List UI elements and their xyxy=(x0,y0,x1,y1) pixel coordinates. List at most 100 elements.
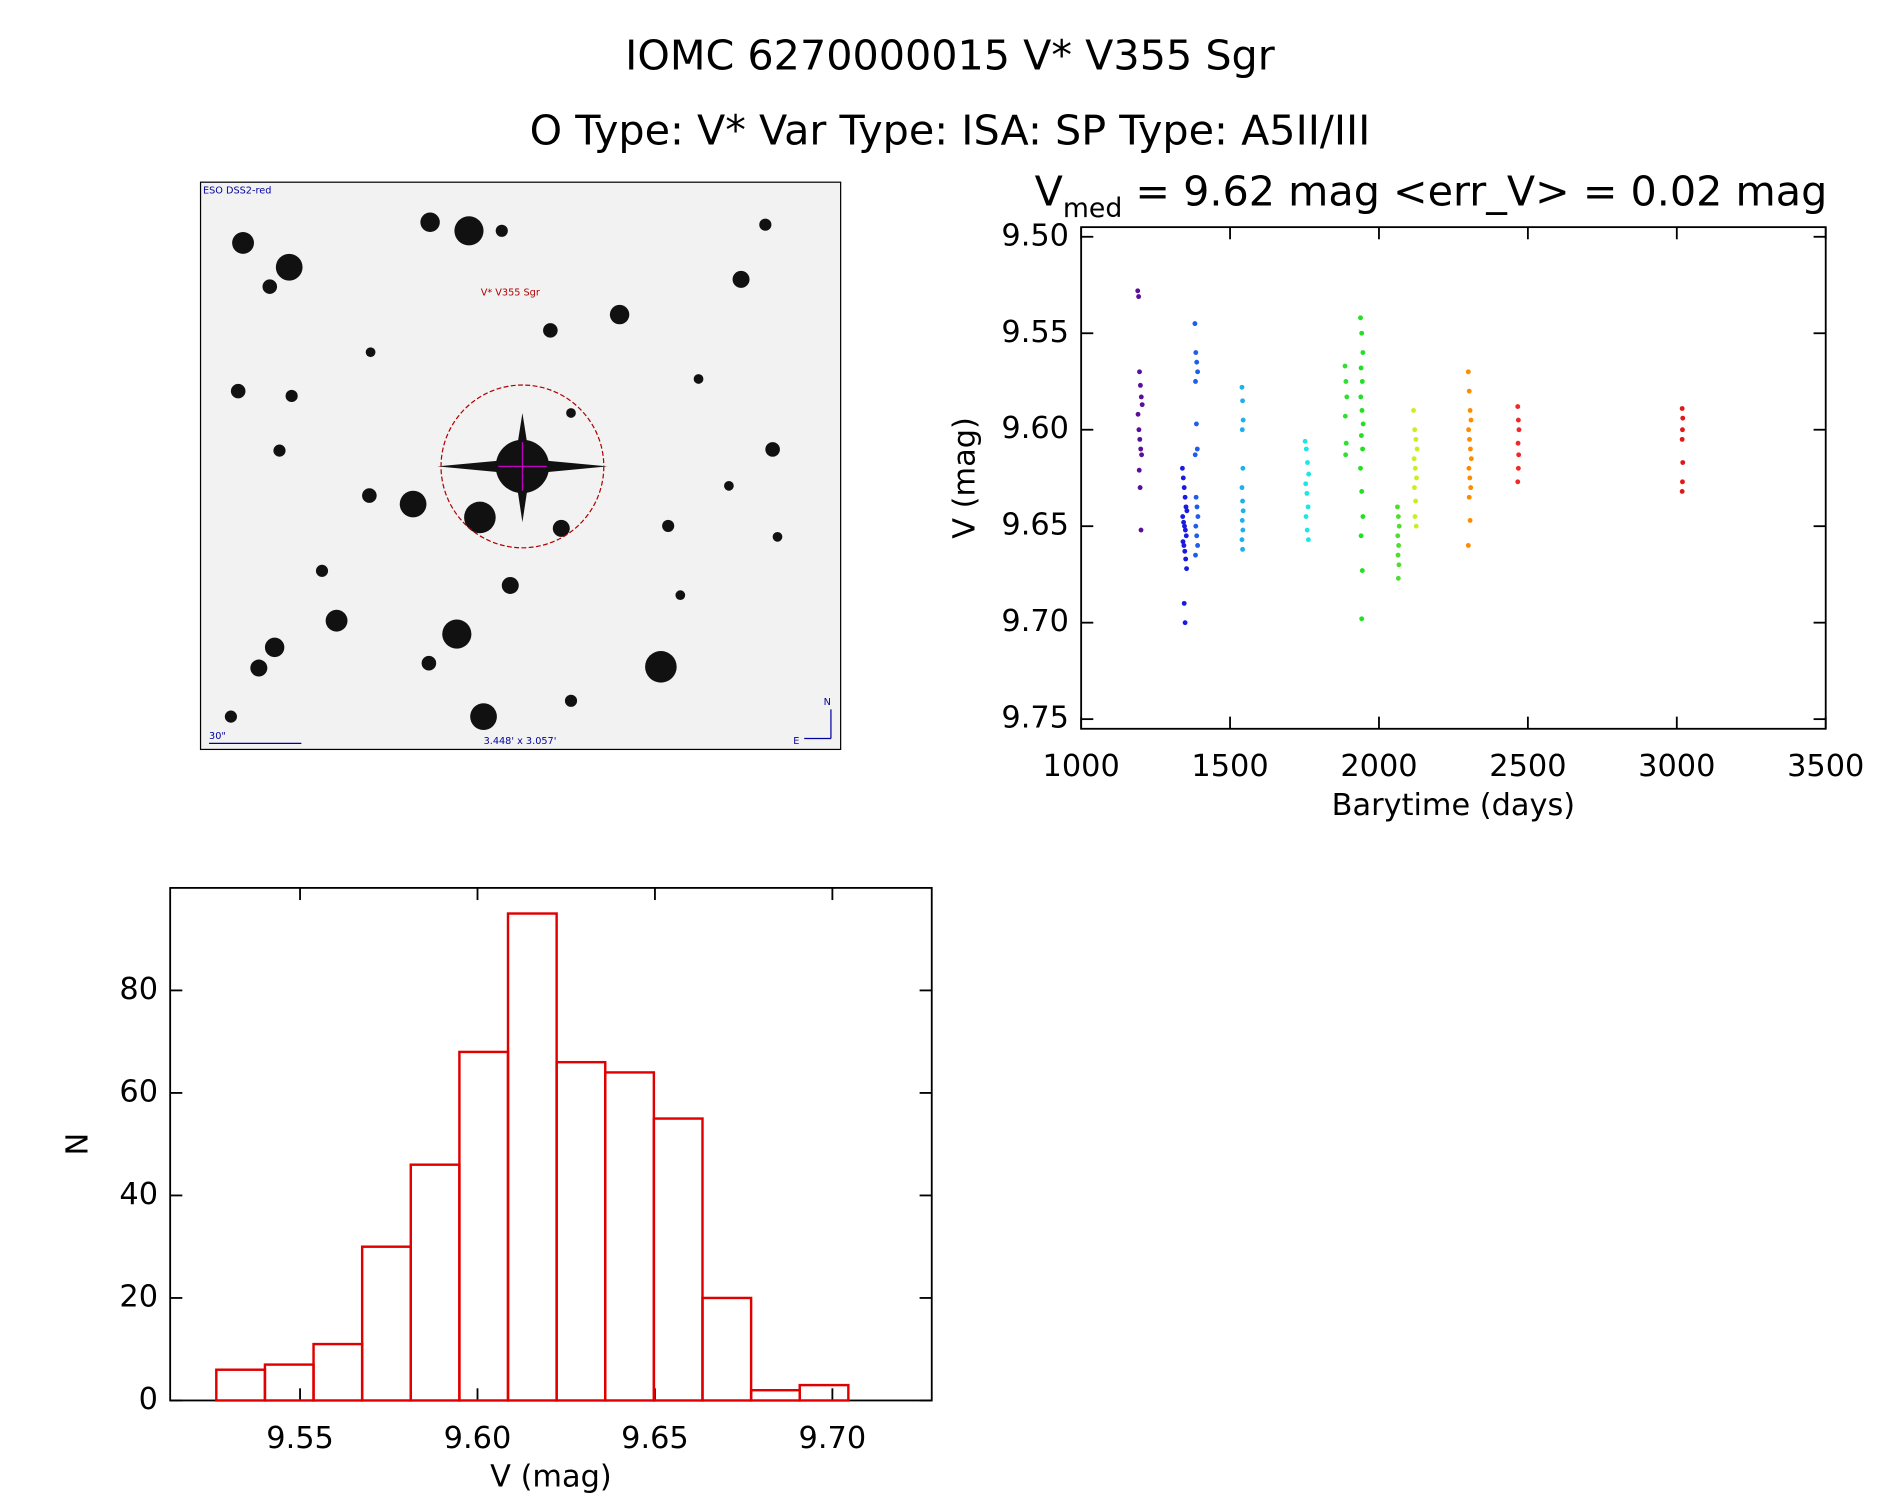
data-point xyxy=(1193,350,1199,355)
north-label: N xyxy=(824,697,831,708)
data-point xyxy=(1679,436,1685,442)
data-point xyxy=(1679,406,1685,411)
data-point xyxy=(1240,417,1246,423)
data-point xyxy=(1342,363,1348,369)
data-point xyxy=(1466,388,1472,394)
data-point xyxy=(1305,537,1311,543)
data-point xyxy=(1303,481,1309,487)
data-point xyxy=(1137,485,1143,491)
x-tick-label: 3500 xyxy=(1787,749,1864,784)
data-point xyxy=(1303,514,1309,519)
data-point xyxy=(1358,394,1364,400)
data-point xyxy=(1183,556,1189,562)
data-point xyxy=(1193,421,1199,427)
data-point xyxy=(1181,600,1187,606)
data-point xyxy=(1139,452,1145,458)
data-point xyxy=(1182,620,1188,626)
data-point xyxy=(1135,411,1141,417)
data-point xyxy=(1193,552,1198,558)
x-tick-label: 9.65 xyxy=(621,1421,689,1456)
histogram-bar xyxy=(506,912,558,1402)
data-point xyxy=(1182,527,1188,533)
data-point xyxy=(1412,465,1418,471)
data-point xyxy=(1343,440,1349,446)
data-point xyxy=(1358,465,1363,471)
data-point xyxy=(1304,527,1310,533)
data-point xyxy=(1680,479,1685,485)
data-point xyxy=(1467,446,1473,452)
data-point xyxy=(1467,475,1473,481)
data-point xyxy=(1136,467,1142,473)
data-point xyxy=(1467,408,1473,413)
histogram-bar xyxy=(458,1050,510,1402)
data-point xyxy=(1413,498,1419,504)
data-point xyxy=(1412,514,1418,519)
data-point xyxy=(1138,446,1144,452)
scale-label: 30" xyxy=(209,731,226,742)
data-point xyxy=(1180,514,1186,519)
histogram-bar xyxy=(360,1245,412,1402)
y-tick-label: 9.50 xyxy=(1001,218,1069,253)
data-point xyxy=(1359,330,1365,336)
data-point xyxy=(1359,489,1365,494)
data-point xyxy=(1240,465,1246,471)
data-point xyxy=(1360,446,1366,452)
histogram-bar xyxy=(749,1389,801,1402)
data-point xyxy=(1414,446,1420,452)
data-point xyxy=(1195,369,1201,375)
data-point xyxy=(1195,543,1201,548)
x-tick-label: 2500 xyxy=(1489,749,1566,784)
data-point xyxy=(1358,533,1364,539)
data-point xyxy=(1240,546,1245,552)
data-point xyxy=(1515,440,1521,446)
data-point xyxy=(1240,508,1246,514)
data-point xyxy=(1343,379,1349,384)
data-point xyxy=(1515,479,1521,485)
data-point xyxy=(1680,415,1686,421)
data-point xyxy=(1138,527,1144,533)
subtitle: O Type: V* Var Type: ISA: SP Type: A5II/… xyxy=(530,107,1371,155)
data-point xyxy=(1239,427,1245,433)
data-point xyxy=(1194,533,1200,539)
x-tick-label: 9.55 xyxy=(266,1421,334,1456)
data-point xyxy=(1396,523,1402,529)
data-point xyxy=(1181,519,1187,525)
histogram-bar xyxy=(701,1296,753,1402)
data-point xyxy=(1396,543,1402,548)
data-point xyxy=(1136,294,1142,300)
title-part: = 9.62 mag <err_V> = 0.02 mag xyxy=(1122,167,1827,215)
data-point xyxy=(1359,616,1365,622)
histogram-bar xyxy=(312,1342,364,1402)
data-point xyxy=(1192,452,1198,458)
data-point xyxy=(1680,427,1685,433)
y-tick-label: 60 xyxy=(119,1074,158,1109)
data-point xyxy=(1195,514,1201,519)
data-point xyxy=(1193,523,1199,529)
y-tick-label: 80 xyxy=(119,972,158,1007)
data-point xyxy=(1184,566,1190,572)
y-tick-label: 9.55 xyxy=(1001,315,1069,350)
data-point xyxy=(1305,504,1311,510)
data-point xyxy=(1180,475,1186,481)
x-tick-label: 9.60 xyxy=(444,1421,512,1456)
data-point xyxy=(1359,568,1365,573)
title: IOMC 6270000015 V* V355 Sgr xyxy=(625,31,1275,79)
data-point xyxy=(1395,533,1401,539)
data-point xyxy=(1359,408,1365,413)
data-point xyxy=(1240,398,1245,404)
data-point xyxy=(1360,350,1366,355)
data-point xyxy=(1342,413,1348,419)
x-tick-label: 2000 xyxy=(1340,749,1417,784)
target-label: V* V355 Sgr xyxy=(481,288,540,299)
histogram-bar xyxy=(215,1368,267,1402)
data-point xyxy=(1193,494,1199,500)
data-point xyxy=(1468,417,1474,423)
data-point xyxy=(1467,436,1472,442)
plot-title: Vmed = 9.62 mag <err_V> = 0.02 mag xyxy=(1035,167,1828,223)
data-point xyxy=(1466,427,1472,433)
data-point xyxy=(1181,543,1187,548)
data-point xyxy=(1136,427,1142,433)
data-point xyxy=(1515,465,1521,471)
data-point xyxy=(1465,543,1471,548)
